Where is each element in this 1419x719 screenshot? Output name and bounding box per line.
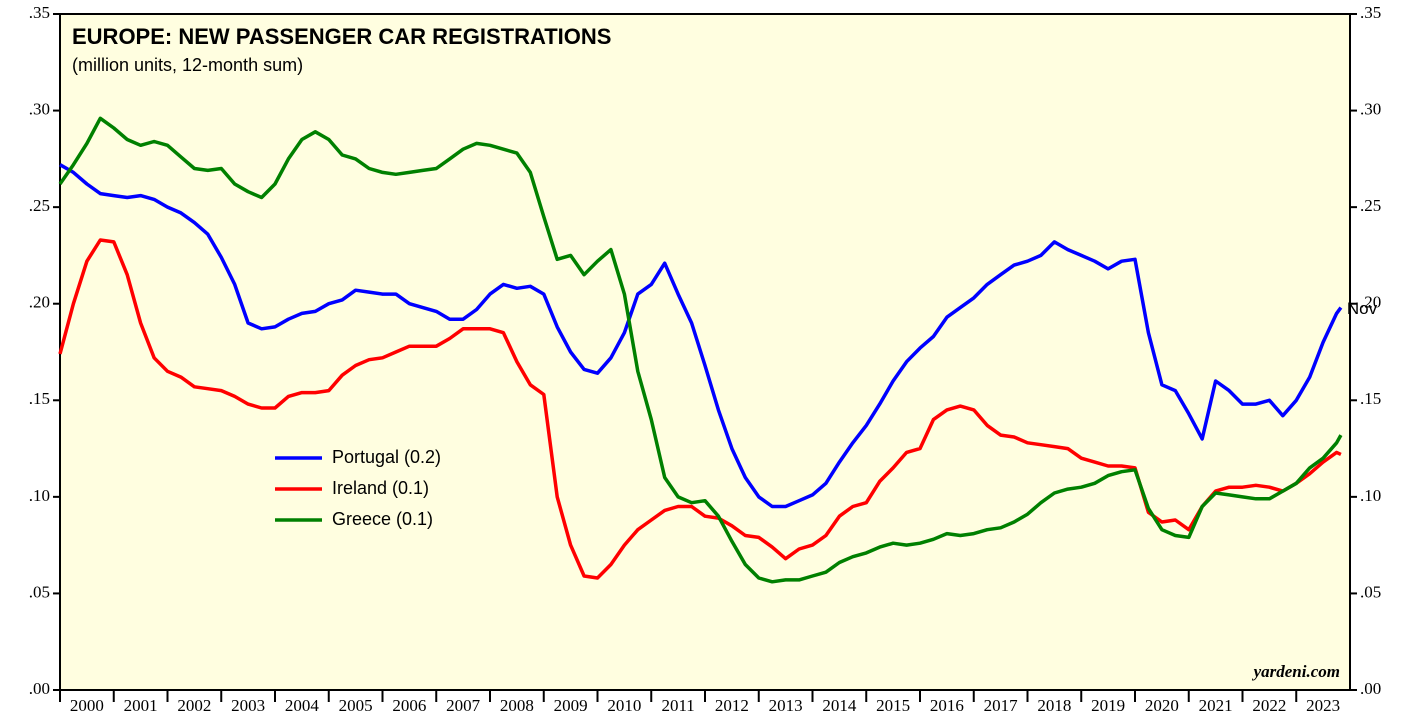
x-tick-label: 2014 [822,696,857,715]
legend-label: Portugal (0.2) [332,447,441,467]
series-line [58,116,1343,584]
x-tick-label: 2023 [1306,696,1340,715]
x-tick-label: 2015 [876,696,910,715]
y2-tick-label: .25 [1360,196,1381,215]
legend-label: Ireland (0.1) [332,478,429,498]
x-tick-label: 2000 [70,696,104,715]
x-tick-label: 2002 [177,696,211,715]
y-tick-label: .10 [29,486,50,505]
x-tick-label: 2019 [1091,696,1125,715]
x-tick-label: 2013 [769,696,803,715]
x-tick-label: 2008 [500,696,534,715]
y2-tick-label: .15 [1360,389,1381,408]
x-tick-label: 2003 [231,696,265,715]
y-tick-label: .15 [29,389,50,408]
y2-tick-label: .05 [1360,582,1381,601]
x-tick-label: 2021 [1199,696,1233,715]
y2-tick-label: .00 [1360,679,1381,698]
x-tick-label: 2006 [392,696,426,715]
y-tick-label: .25 [29,196,50,215]
x-tick-label: 2007 [446,696,481,715]
y2-tick-label: .20 [1360,293,1381,312]
y2-tick-label: .35 [1360,3,1381,22]
x-tick-label: 2018 [1037,696,1071,715]
plot-area [59,13,1351,691]
x-tick-label: 2012 [715,696,749,715]
y2-tick-label: .10 [1360,486,1381,505]
y-tick-label: .05 [29,582,50,601]
x-tick-label: 2005 [339,696,373,715]
source: yardeni.com [1252,662,1340,681]
x-tick-label: 2004 [285,696,320,715]
x-tick-label: 2001 [124,696,158,715]
series-line [58,238,1342,580]
chart-title: EUROPE: NEW PASSENGER CAR REGISTRATIONS [72,24,611,49]
y-tick-label: .30 [29,99,50,118]
series-line [59,163,1343,509]
x-tick-label: 2017 [984,696,1019,715]
y-tick-label: .35 [29,3,50,22]
x-tick-label: 2016 [930,696,964,715]
chart-subtitle: (million units, 12-month sum) [72,55,303,75]
x-tick-label: 2010 [607,696,641,715]
legend-label: Greece (0.1) [332,509,433,529]
x-tick-label: 2011 [661,696,694,715]
end-label: Nov [1347,299,1378,318]
x-tick-label: 2022 [1252,696,1286,715]
x-tick-label: 2009 [554,696,588,715]
y-tick-label: .00 [29,679,50,698]
y-tick-label: .20 [29,293,50,312]
y2-tick-label: .30 [1360,99,1381,118]
x-tick-label: 2020 [1145,696,1179,715]
